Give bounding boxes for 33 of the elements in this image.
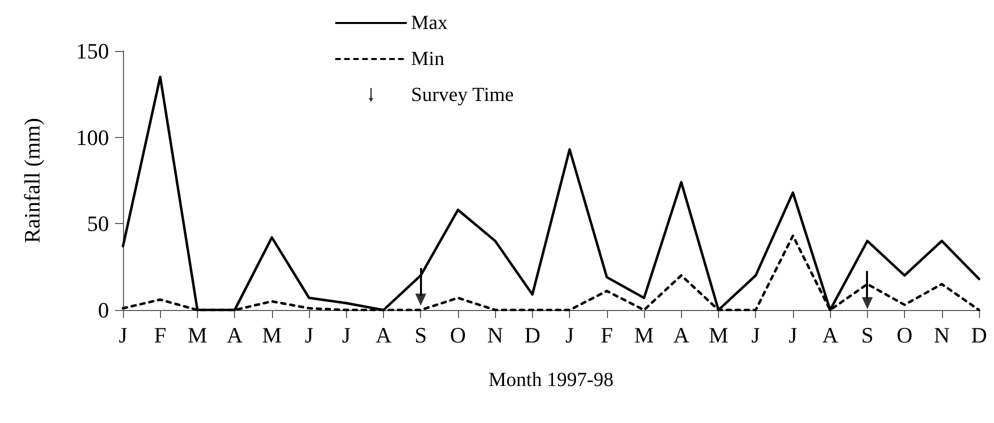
- x-tick-label: M: [634, 322, 654, 348]
- legend-label: Max: [411, 12, 448, 34]
- x-tick-label: F: [600, 322, 613, 348]
- legend-label: Min: [411, 48, 444, 70]
- y-tick-label: 100: [76, 124, 109, 150]
- x-tick-label: M: [188, 322, 208, 348]
- x-tick-label: J: [751, 322, 760, 348]
- x-tick-label: J: [118, 322, 128, 348]
- x-tick-label: O: [896, 322, 913, 348]
- x-tick-label: J: [565, 322, 574, 348]
- x-tick-label: A: [376, 322, 392, 348]
- y-tick-label: 150: [76, 38, 109, 64]
- x-tick-label: N: [934, 322, 950, 348]
- x-tick-label: M: [262, 322, 282, 348]
- x-tick-label: D: [971, 322, 987, 348]
- x-tick-label: A: [822, 322, 838, 348]
- x-tick-label: J: [788, 322, 798, 348]
- x-tick-label: M: [708, 322, 728, 348]
- x-axis-title: Month 1997-98: [488, 369, 614, 391]
- x-tick-label: D: [524, 322, 540, 348]
- x-tick-label: S: [861, 322, 874, 348]
- x-tick-label: N: [487, 322, 504, 348]
- x-tick-label: J: [304, 322, 314, 348]
- x-tick-label: J: [342, 322, 352, 348]
- legend-label: Survey Time: [411, 84, 514, 106]
- x-tick-label: A: [226, 322, 243, 348]
- x-tick-label: O: [450, 322, 466, 348]
- x-tick-label: A: [673, 322, 690, 348]
- y-tick-label: 0: [98, 298, 109, 322]
- x-tick-label: S: [414, 322, 427, 348]
- x-tick-label: F: [154, 322, 166, 348]
- y-tick-label: 50: [87, 211, 109, 236]
- y-axis-title: Rainfall (mm): [20, 118, 44, 244]
